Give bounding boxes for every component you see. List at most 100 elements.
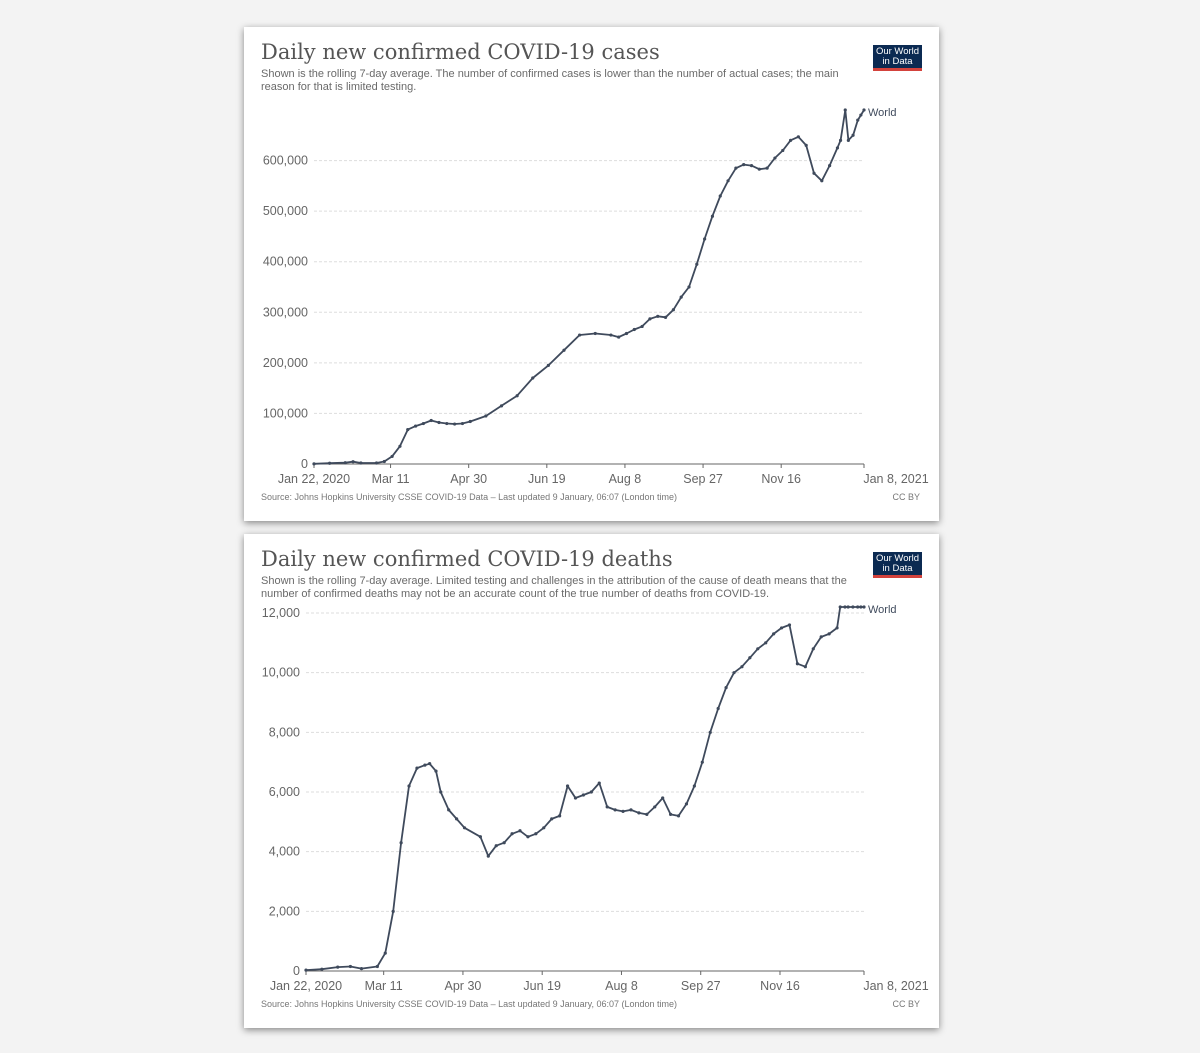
data-point [684, 802, 689, 806]
series-label-world: World [868, 107, 897, 119]
data-point [542, 826, 546, 830]
series-line-world [313, 109, 865, 465]
x-tick-label: Mar 11 [372, 472, 410, 486]
y-tick-label: 400,000 [263, 255, 308, 269]
data-point [515, 394, 519, 398]
data-point [718, 194, 722, 198]
data-point [609, 333, 613, 337]
data-point [445, 421, 449, 426]
data-point [597, 781, 601, 785]
data-point [748, 656, 752, 660]
source-note: Source: Johns Hopkins University CSSE CO… [261, 999, 678, 1009]
x-tick-label: Sep 27 [681, 979, 721, 993]
data-point [518, 829, 522, 833]
data-point [851, 605, 855, 609]
data-point [695, 262, 699, 266]
data-point [546, 363, 550, 367]
data-point [447, 808, 451, 812]
data-point [862, 605, 866, 609]
data-point [343, 461, 347, 465]
data-point [710, 214, 715, 218]
owid-logo[interactable]: Our World in Data [873, 552, 922, 578]
data-point [534, 832, 538, 836]
data-point [859, 605, 863, 609]
data-point [573, 796, 578, 800]
license-label[interactable]: CC BY [892, 999, 920, 1009]
data-point [679, 295, 683, 299]
y-tick-label: 100,000 [263, 406, 308, 420]
data-point [624, 331, 629, 336]
data-point [486, 854, 490, 858]
x-tick-label: Jun 19 [528, 472, 566, 486]
data-point [669, 812, 673, 816]
series-line-world [305, 606, 864, 971]
data-point [632, 327, 636, 332]
data-point [772, 632, 776, 636]
data-point [740, 665, 744, 669]
data-point [336, 965, 340, 969]
chart-title: Daily new confirmed COVID-19 deaths [261, 547, 673, 571]
y-tick-label: 6,000 [269, 785, 300, 799]
data-point [562, 348, 566, 352]
data-point [726, 179, 730, 183]
owid-logo[interactable]: Our World in Data [873, 45, 922, 71]
data-point [846, 138, 850, 142]
data-point [828, 164, 832, 168]
data-point [687, 285, 691, 289]
chart-title: Daily new confirmed COVID-19 cases [261, 40, 660, 64]
data-point [502, 841, 506, 845]
data-point [429, 418, 433, 423]
data-point [391, 909, 395, 913]
data-point [835, 146, 840, 150]
data-point [428, 762, 432, 766]
data-point [749, 164, 754, 168]
data-point [757, 167, 761, 171]
x-tick-label: Apr 30 [445, 979, 482, 993]
chart-card-cases: Daily new confirmed COVID-19 cases Shown… [244, 27, 939, 521]
data-point [348, 964, 352, 969]
x-tick-label: Jan 22, 2020 [270, 979, 342, 993]
x-tick-label: Jan 8, 2021 [863, 979, 928, 993]
y-tick-label: 12,000 [262, 606, 300, 620]
license-label[interactable]: CC BY [892, 492, 920, 502]
data-point [838, 605, 842, 609]
data-point [510, 832, 514, 836]
data-point [550, 817, 554, 821]
data-point [640, 324, 644, 329]
data-point [578, 333, 582, 337]
data-point [804, 143, 808, 147]
y-tick-label: 0 [301, 457, 308, 471]
data-point [779, 626, 784, 630]
data-point [462, 826, 467, 830]
data-point [406, 428, 410, 432]
data-point [390, 454, 394, 459]
y-tick-label: 300,000 [263, 305, 308, 319]
logo-line-1: Our World [875, 46, 920, 57]
logo-line-2: in Data [882, 56, 913, 67]
data-point [781, 148, 785, 153]
data-point [764, 641, 768, 645]
data-point [734, 166, 738, 170]
data-point [359, 967, 364, 971]
x-tick-label: Sep 27 [683, 472, 723, 486]
data-point [383, 951, 387, 955]
deaths-plot: 0 2,000 4,000 6,000 8,000 10,000 12,000 Jan 22,… [262, 604, 929, 993]
data-point [621, 809, 625, 813]
data-point [375, 964, 379, 969]
x-tick-label: Aug 8 [605, 979, 638, 993]
data-point [671, 308, 675, 312]
data-point [434, 769, 438, 773]
data-point [676, 814, 681, 818]
data-point [846, 605, 850, 609]
data-point [374, 461, 379, 465]
data-point [811, 647, 815, 651]
data-point [593, 331, 597, 336]
data-point [724, 685, 728, 690]
data-point [732, 671, 736, 675]
x-tick-label: Aug 8 [609, 472, 642, 486]
data-point [803, 665, 807, 669]
data-point [648, 317, 652, 321]
data-point [453, 422, 457, 426]
chart-subtitle: Shown is the rolling 7-day average. The … [261, 68, 839, 93]
data-point [565, 784, 570, 788]
